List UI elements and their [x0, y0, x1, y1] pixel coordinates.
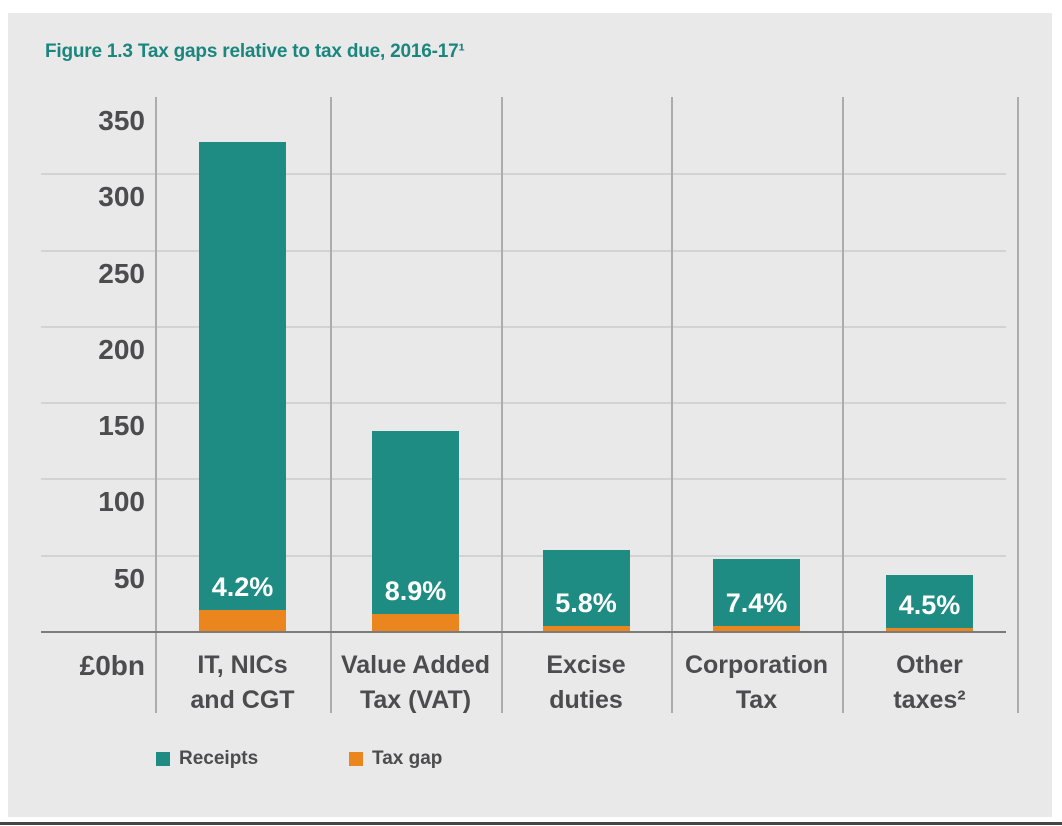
legend-label-tax-gap: Tax gap: [372, 748, 443, 769]
gridline-vertical: [842, 97, 844, 713]
x-category-label-line: and CGT: [190, 685, 295, 714]
gridline-horizontal: [41, 402, 1006, 405]
gridline-horizontal: [41, 554, 1006, 557]
y-tick-label: 150: [98, 410, 145, 442]
receipts-swatch-icon: [156, 752, 170, 766]
x-category-label: Other taxes²: [840, 648, 1020, 717]
y-tick-label: 250: [98, 257, 145, 289]
bar-chart: 350 300 250 200 150 100 50 £0bn 4.2% IT, NICs and …: [8, 13, 1052, 817]
bar-segment-receipts: [199, 142, 286, 611]
legend-item-tax-gap: Tax gap: [349, 744, 442, 774]
x-category-label-line: Value Added: [340, 651, 491, 679]
y-tick-label: 300: [98, 181, 145, 213]
bar-segment-tax-gap: [372, 614, 459, 631]
x-category-label-line: Other: [896, 651, 963, 679]
x-category-label: Corporation Tax: [667, 648, 847, 717]
x-category-label-line: Tax: [735, 685, 778, 714]
gridline-horizontal: [41, 173, 1006, 176]
x-category-label-line: IT, NICs: [197, 651, 288, 679]
gridline-horizontal: [41, 478, 1006, 481]
x-category-label-line: Tax (VAT): [359, 685, 472, 714]
y-tick-label: 50: [113, 562, 145, 594]
bar-segment-receipts: [713, 558, 800, 626]
bar-percent-label: 4.5%: [898, 590, 961, 621]
gridline-horizontal: [41, 325, 1006, 328]
bar-percent-label: 7.4%: [725, 587, 788, 618]
chart-panel: Figure 1.3 Tax gaps relative to tax due,…: [8, 13, 1052, 817]
x-category-label: Excise duties: [496, 648, 676, 717]
bar-segment-receipts: [886, 575, 973, 629]
bar-percent-label: 4.2%: [211, 572, 274, 603]
page-bottom-rule: [0, 822, 1062, 825]
bar-segment-tax-gap: [713, 625, 800, 631]
figure-title: Figure 1.3 Tax gaps relative to tax due,…: [45, 41, 465, 62]
x-axis-baseline: [41, 631, 1006, 633]
gridline-horizontal: [41, 249, 1006, 252]
legend-item-receipts: Receipts: [156, 744, 258, 774]
tax-gap-swatch-icon: [349, 752, 363, 766]
y-tick-label: 100: [98, 486, 145, 518]
legend-label-receipts: Receipts: [179, 748, 259, 769]
bar-percent-label: 8.9%: [384, 576, 447, 607]
y-tick-label: 200: [98, 333, 145, 365]
x-category-label: IT, NICs and CGT: [153, 648, 333, 717]
y-tick-label: 350: [98, 105, 145, 136]
gridline-vertical: [330, 97, 332, 713]
x-category-label-line: Corporation: [684, 651, 829, 679]
gridline-vertical: [1017, 97, 1019, 713]
x-category-label: Value Added Tax (VAT): [326, 648, 506, 717]
gridline-vertical: [155, 97, 157, 713]
gridline-vertical: [671, 97, 673, 713]
bar-segment-tax-gap: [886, 628, 973, 631]
bar-segment-tax-gap: [199, 610, 286, 631]
y-axis-unit-label: £0bn: [79, 650, 145, 681]
bar-segment-receipts: [542, 550, 630, 627]
chart-legend: Receipts Tax gap: [8, 744, 1052, 778]
gridline-vertical: [501, 97, 503, 713]
x-category-label-line: taxes²: [893, 685, 966, 714]
bar-segment-tax-gap: [542, 626, 630, 631]
x-category-label-line: Excise: [546, 651, 626, 679]
bar-segment-receipts: [372, 431, 459, 615]
x-category-label-line: duties: [549, 685, 623, 714]
bar-percent-label: 5.8%: [555, 588, 617, 619]
